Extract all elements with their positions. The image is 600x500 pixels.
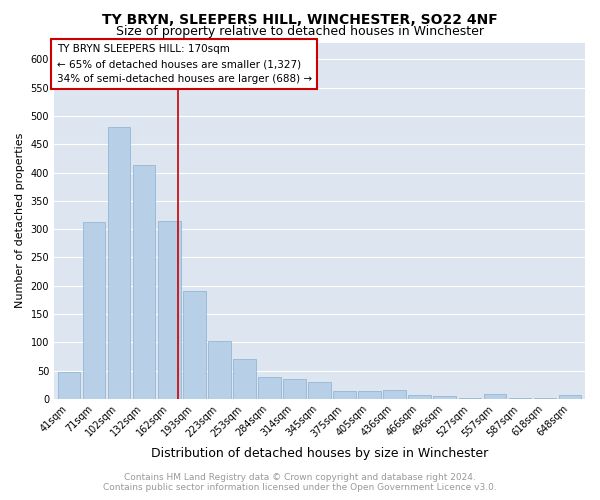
Text: Size of property relative to detached houses in Winchester: Size of property relative to detached ho… (116, 25, 484, 38)
Bar (484, 394, 506, 399)
Bar (283, 379, 306, 399)
Bar (509, 398, 531, 399)
Bar (133, 164, 155, 399)
Bar (158, 220, 181, 399)
Bar (559, 396, 581, 399)
Text: TY BRYN SLEEPERS HILL: 170sqm
← 65% of detached houses are smaller (1,327)
34% o: TY BRYN SLEEPERS HILL: 170sqm ← 65% of d… (56, 44, 312, 84)
Bar (58, 372, 80, 399)
Bar (83, 222, 106, 399)
Bar (333, 391, 356, 399)
Bar (183, 292, 206, 399)
Bar (358, 392, 381, 399)
Bar (208, 340, 230, 399)
Bar (233, 358, 256, 399)
Bar (533, 398, 556, 399)
Bar (409, 395, 431, 399)
Text: TY BRYN, SLEEPERS HILL, WINCHESTER, SO22 4NF: TY BRYN, SLEEPERS HILL, WINCHESTER, SO22… (102, 12, 498, 26)
Bar (383, 390, 406, 399)
Text: Contains HM Land Registry data © Crown copyright and database right 2024.
Contai: Contains HM Land Registry data © Crown c… (103, 473, 497, 492)
Bar (458, 398, 481, 399)
X-axis label: Distribution of detached houses by size in Winchester: Distribution of detached houses by size … (151, 447, 488, 460)
Bar (108, 128, 130, 399)
Bar (433, 396, 456, 399)
Y-axis label: Number of detached properties: Number of detached properties (15, 133, 25, 308)
Bar (308, 382, 331, 399)
Bar (258, 378, 281, 399)
